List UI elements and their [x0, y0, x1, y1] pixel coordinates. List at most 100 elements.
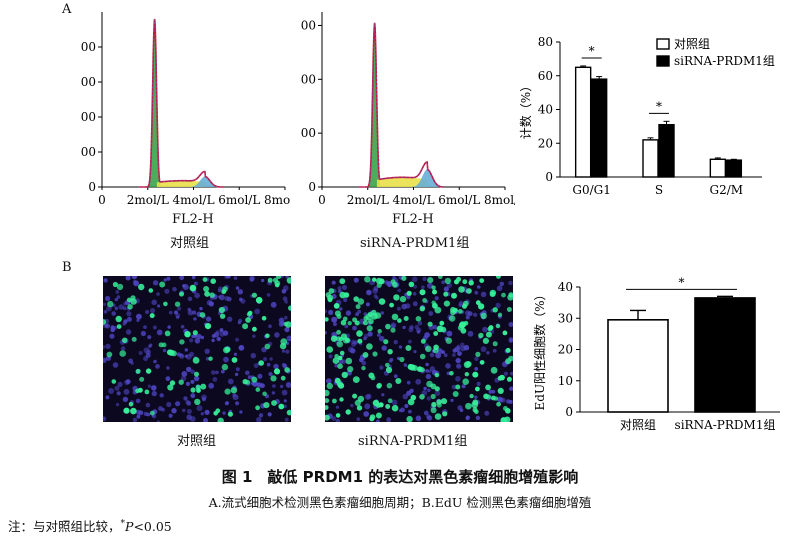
blue-nucleus [165, 376, 171, 382]
blue-nucleus [281, 389, 288, 396]
edu-positive-cell [189, 284, 197, 292]
blue-nucleus [176, 352, 181, 357]
blue-nucleus [133, 279, 137, 284]
edu-positive-cell [416, 366, 423, 372]
edu-positive-cell [497, 387, 504, 394]
blue-nucleus [204, 409, 210, 415]
blue-nucleus [161, 407, 165, 412]
edu-positive-cell [286, 277, 291, 284]
blue-nucleus [191, 310, 197, 315]
blue-nucleus [233, 352, 238, 356]
bar0-legend-label: siRNA-PRDM1组 [674, 54, 775, 68]
blue-nucleus [397, 306, 401, 311]
bar0-category-label: S [655, 183, 663, 197]
blue-nucleus [190, 379, 195, 384]
edu-positive-cell [475, 300, 481, 306]
blue-nucleus [166, 276, 171, 281]
edu-positive-cell [242, 323, 249, 330]
bar0-bar [642, 139, 659, 178]
edu-positive-cell [506, 307, 512, 312]
blue-nucleus [376, 419, 380, 422]
blue-nucleus [508, 322, 513, 327]
blue-nucleus [355, 312, 359, 317]
edu-positive-cell [286, 409, 291, 416]
edu-positive-cell [328, 288, 335, 294]
edu-positive-cell [339, 350, 345, 356]
micrograph-control [103, 276, 291, 422]
blue-nucleus [245, 370, 250, 376]
blue-nucleus [252, 334, 256, 338]
blue-nucleus [398, 345, 403, 349]
blue-nucleus [171, 408, 177, 414]
edu-positive-cell [261, 316, 267, 321]
edu-positive-cell [451, 292, 457, 299]
blue-nucleus [151, 299, 157, 306]
edu-positive-cell [149, 313, 155, 319]
edu-positive-cell [103, 319, 107, 325]
edu-positive-cell [174, 301, 181, 307]
blue-nucleus [125, 276, 131, 281]
edu-positive-cell [336, 329, 341, 335]
blue-nucleus [208, 382, 215, 389]
blue-nucleus [350, 348, 356, 354]
hist-control-g0g1-area [138, 19, 224, 187]
blue-nucleus [495, 302, 501, 309]
edu-positive-cell [385, 366, 393, 374]
blue-nucleus [412, 276, 418, 283]
blue-nucleus [403, 363, 408, 367]
edu-positive-cell [192, 330, 198, 336]
edu-positive-cell [503, 406, 508, 411]
edu-positive-cell [459, 321, 466, 328]
edu-positive-cell [472, 371, 479, 378]
edu-positive-cell [164, 330, 171, 337]
blue-nucleus [445, 363, 451, 369]
edu-positive-cell [475, 386, 480, 392]
blue-nucleus [363, 411, 370, 417]
blue-nucleus [145, 402, 151, 408]
edu-positive-cell [505, 358, 512, 365]
blue-nucleus [138, 351, 143, 355]
edu-positive-cell [345, 357, 353, 365]
blue-nucleus [333, 322, 337, 327]
blue-nucleus [364, 403, 371, 410]
hist-control-data-line [138, 18, 224, 188]
panel-label-a: A [62, 2, 72, 17]
blue-nucleus [271, 391, 276, 395]
edu-positive-cell [115, 315, 122, 323]
edu-positive-cell [271, 400, 277, 406]
blue-nucleus [183, 396, 188, 401]
bar0-bar [725, 159, 743, 178]
blue-nucleus [461, 384, 466, 389]
blue-nucleus [184, 354, 188, 358]
blue-nucleus [204, 348, 210, 354]
edu-positive-cell [452, 391, 459, 397]
blue-nucleus [343, 297, 348, 303]
blue-nucleus [412, 301, 418, 307]
edu-positive-cell [499, 374, 505, 381]
hist-control-xtick-label: 6mol/L [218, 193, 260, 207]
edu-positive-cell [450, 306, 456, 313]
edu-positive-cell [355, 304, 361, 310]
edu-positive-cell [326, 346, 333, 353]
blue-nucleus [123, 319, 128, 324]
edu-positive-cell [462, 300, 469, 307]
blue-nucleus [278, 321, 284, 327]
blue-nucleus [103, 357, 107, 363]
blue-nucleus [499, 281, 505, 287]
edu-positive-cell [361, 365, 366, 371]
bar0-category-label: G0/G1 [572, 183, 610, 197]
edu-positive-cell [403, 316, 409, 321]
bar0-bar [709, 158, 727, 178]
edu-positive-cell [460, 327, 467, 334]
edu-positive-cell [267, 277, 273, 283]
blue-nucleus [105, 295, 111, 302]
edu-positive-cell [409, 364, 416, 371]
blue-nucleus [467, 330, 474, 337]
blue-nucleus [509, 386, 513, 391]
edu-positive-cell [375, 412, 382, 419]
bar1-ytick-label: 10 [558, 374, 573, 388]
edu-positive-cell [362, 352, 369, 358]
blue-nucleus [114, 385, 120, 391]
edu-positive-cell [406, 290, 412, 296]
edu-positive-cell [443, 291, 449, 297]
